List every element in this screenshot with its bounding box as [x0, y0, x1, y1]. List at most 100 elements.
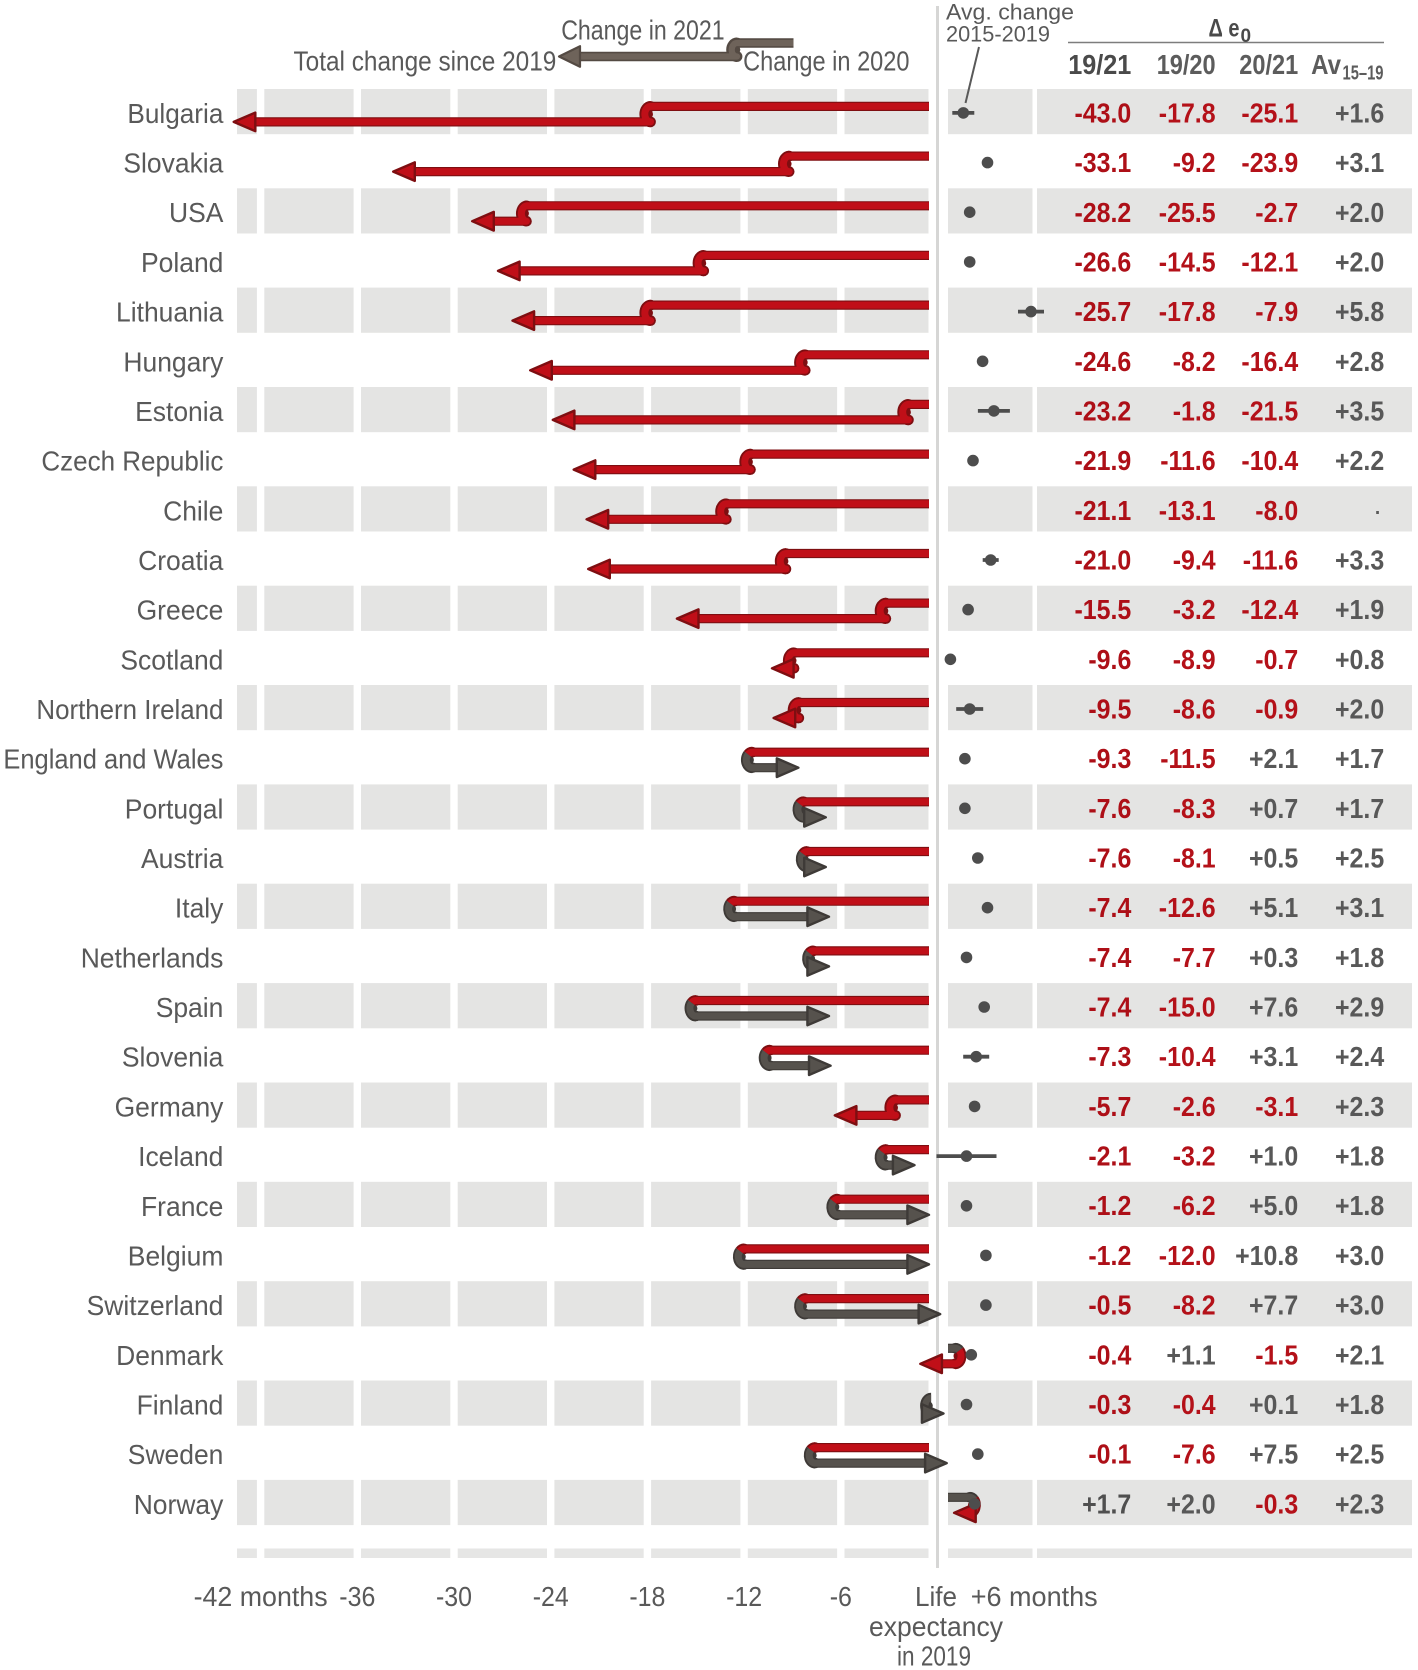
svg-text:-0.1: -0.1 [1088, 1439, 1131, 1470]
svg-text:-12.6: -12.6 [1159, 892, 1216, 923]
svg-text:expectancy: expectancy [869, 1611, 1003, 1642]
svg-text:-0.3: -0.3 [1255, 1488, 1298, 1519]
svg-text:-1.2: -1.2 [1088, 1240, 1131, 1271]
svg-text:Switzerland: Switzerland [87, 1290, 224, 1321]
svg-text:-7.9: -7.9 [1255, 296, 1298, 327]
svg-text:+2.5: +2.5 [1335, 1439, 1384, 1470]
svg-text:+3.1: +3.1 [1335, 147, 1384, 178]
svg-text:-8.1: -8.1 [1173, 843, 1216, 874]
svg-text:Δ e: Δ e [1209, 15, 1240, 43]
svg-text:+6 months: +6 months [971, 1581, 1098, 1612]
svg-text:Total change since 2019: Total change since 2019 [294, 46, 557, 77]
svg-text:-17.8: -17.8 [1159, 296, 1216, 327]
svg-text:-24.6: -24.6 [1075, 346, 1132, 377]
svg-text:Northern Ireland: Northern Ireland [36, 694, 223, 725]
svg-text:Life: Life [915, 1581, 957, 1612]
svg-text:-23.9: -23.9 [1241, 147, 1298, 178]
svg-text:-0.9: -0.9 [1255, 694, 1298, 725]
svg-text:-3.2: -3.2 [1173, 1141, 1216, 1172]
svg-text:+1.1: +1.1 [1166, 1339, 1215, 1370]
svg-text:-7.6: -7.6 [1088, 793, 1131, 824]
svg-text:-1.2: -1.2 [1088, 1190, 1131, 1221]
svg-text:Greece: Greece [137, 595, 224, 626]
svg-text:2015-2019: 2015-2019 [946, 22, 1050, 47]
svg-text:-24: -24 [533, 1581, 569, 1612]
svg-text:+2.0: +2.0 [1335, 694, 1384, 725]
svg-text:Bulgaria: Bulgaria [127, 98, 223, 129]
svg-text:+2.4: +2.4 [1335, 1041, 1385, 1072]
svg-text:+1.7: +1.7 [1335, 743, 1384, 774]
svg-text:France: France [141, 1191, 223, 1222]
svg-text:-36: -36 [339, 1581, 375, 1612]
svg-text:-21.0: -21.0 [1075, 545, 1132, 576]
svg-text:Estonia: Estonia [135, 396, 224, 427]
svg-text:-7.3: -7.3 [1088, 1041, 1131, 1072]
svg-text:-1.5: -1.5 [1255, 1339, 1298, 1370]
svg-text:-30: -30 [436, 1581, 472, 1612]
svg-text:Avg. change: Avg. change [946, 0, 1074, 25]
svg-text:Austria: Austria [141, 843, 224, 874]
svg-text:+3.1: +3.1 [1335, 892, 1384, 923]
svg-text:USA: USA [169, 197, 224, 228]
svg-text:+2.0: +2.0 [1335, 197, 1384, 228]
svg-text:+0.5: +0.5 [1249, 843, 1298, 874]
svg-text:Belgium: Belgium [128, 1240, 224, 1271]
svg-text:+1.7: +1.7 [1335, 793, 1384, 824]
svg-text:-21.5: -21.5 [1241, 395, 1298, 426]
svg-text:-12: -12 [726, 1581, 762, 1612]
svg-text:-9.5: -9.5 [1088, 694, 1131, 725]
svg-text:Chile: Chile [163, 495, 223, 526]
svg-text:Change in 2020: Change in 2020 [743, 46, 909, 77]
svg-text:-25.7: -25.7 [1075, 296, 1132, 327]
svg-text:+3.0: +3.0 [1335, 1240, 1384, 1271]
svg-text:-8.9: -8.9 [1173, 644, 1216, 675]
svg-text:England and Wales: England and Wales [3, 744, 223, 775]
svg-text:-3.1: -3.1 [1255, 1091, 1298, 1122]
svg-text:-23.2: -23.2 [1075, 395, 1132, 426]
svg-text:·: · [1373, 495, 1382, 526]
svg-text:+5.8: +5.8 [1335, 296, 1384, 327]
svg-text:-7.7: -7.7 [1173, 942, 1216, 973]
svg-text:+2.2: +2.2 [1335, 445, 1384, 476]
svg-text:-2.1: -2.1 [1088, 1141, 1131, 1172]
svg-text:+1.7: +1.7 [1082, 1488, 1131, 1519]
svg-text:in 2019: in 2019 [897, 1641, 971, 1670]
svg-text:-6: -6 [830, 1581, 852, 1612]
svg-text:-25.5: -25.5 [1159, 197, 1216, 228]
svg-text:-42 months: -42 months [194, 1581, 328, 1612]
svg-text:+5.1: +5.1 [1249, 892, 1298, 923]
svg-text:-0.5: -0.5 [1088, 1290, 1131, 1321]
svg-text:-21.9: -21.9 [1075, 445, 1132, 476]
svg-text:Slovakia: Slovakia [123, 148, 223, 179]
svg-text:+2.3: +2.3 [1335, 1488, 1384, 1519]
svg-text:+7.5: +7.5 [1249, 1439, 1298, 1470]
svg-text:+2.1: +2.1 [1249, 743, 1298, 774]
svg-text:Norway: Norway [134, 1489, 224, 1520]
svg-text:Poland: Poland [141, 247, 223, 278]
svg-text:+7.6: +7.6 [1249, 992, 1298, 1023]
svg-text:+1.9: +1.9 [1335, 594, 1384, 625]
svg-text:-8.6: -8.6 [1173, 694, 1216, 725]
svg-text:+2.0: +2.0 [1335, 246, 1384, 277]
svg-text:+2.5: +2.5 [1335, 843, 1384, 874]
svg-text:-15.0: -15.0 [1159, 992, 1216, 1023]
svg-text:+10.8: +10.8 [1235, 1240, 1298, 1271]
svg-text:-18: -18 [629, 1581, 665, 1612]
svg-text:20/21: 20/21 [1239, 49, 1298, 80]
svg-text:-26.6: -26.6 [1075, 246, 1132, 277]
svg-text:-0.4: -0.4 [1088, 1339, 1131, 1370]
svg-text:-43.0: -43.0 [1075, 97, 1132, 128]
svg-text:-2.6: -2.6 [1173, 1091, 1216, 1122]
svg-text:-14.5: -14.5 [1159, 246, 1216, 277]
svg-text:Italy: Italy [175, 893, 224, 924]
svg-text:0: 0 [1241, 26, 1252, 47]
svg-text:+2.9: +2.9 [1335, 992, 1384, 1023]
svg-text:-11.5: -11.5 [1160, 743, 1215, 774]
svg-text:Finland: Finland [137, 1390, 224, 1421]
svg-text:-13.1: -13.1 [1159, 495, 1216, 526]
svg-text:+1.6: +1.6 [1335, 97, 1384, 128]
svg-text:Croatia: Croatia [138, 545, 224, 576]
svg-text:-9.3: -9.3 [1088, 743, 1131, 774]
svg-text:+3.5: +3.5 [1335, 395, 1384, 426]
svg-text:Sweden: Sweden [128, 1439, 224, 1470]
